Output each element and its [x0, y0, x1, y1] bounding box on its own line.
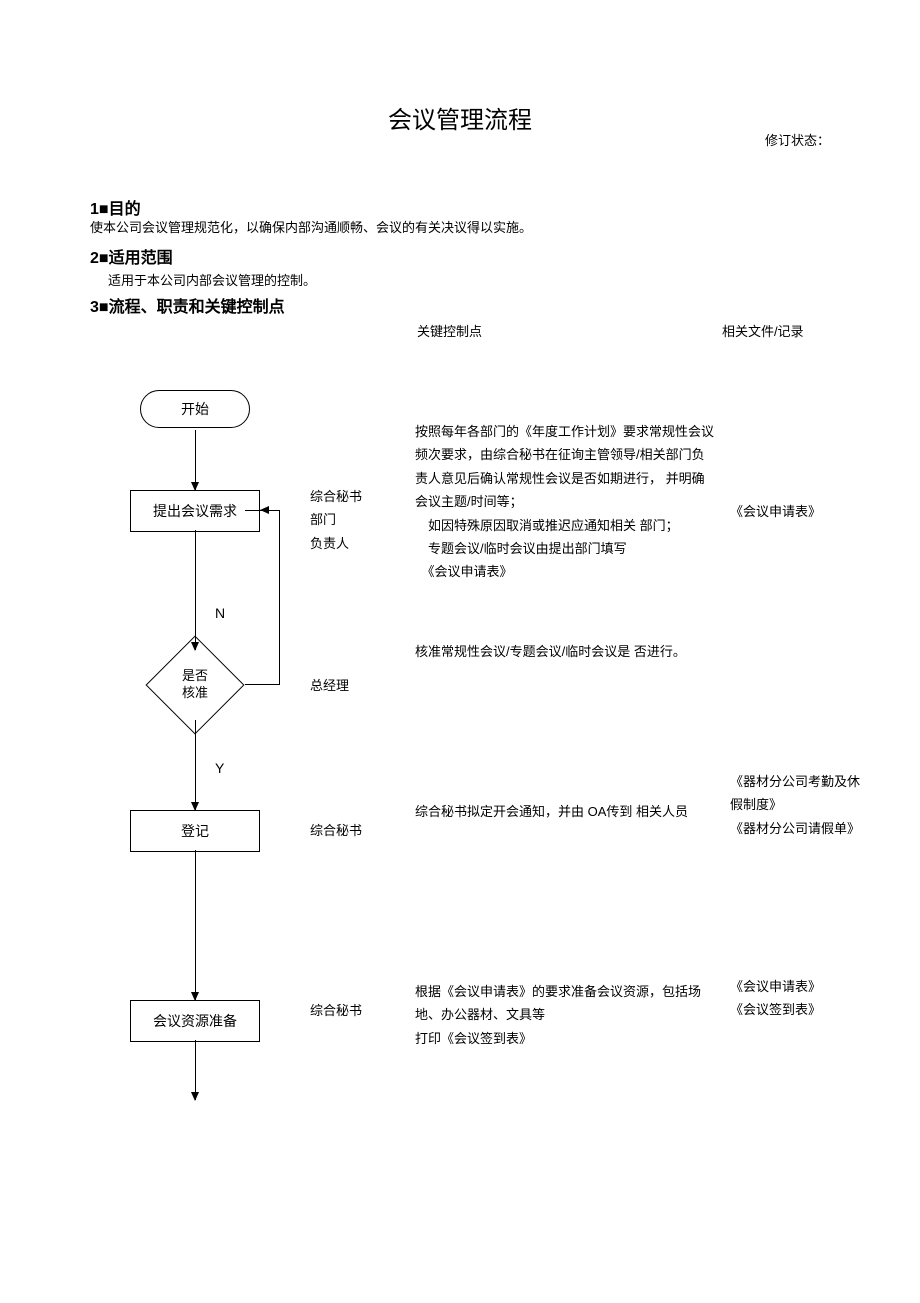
page-title: 会议管理流程 [90, 100, 830, 135]
key-1: 按照每年各部门的《年度工作计划》要求常规性会议频次要求，由综合秘书在征询主管领导… [415, 420, 715, 584]
label-n: N [215, 605, 225, 621]
arrow [195, 850, 196, 1000]
node-approve: 是否 核准 [145, 650, 245, 720]
section-1-num: 1■ [90, 201, 109, 218]
label-y: Y [215, 760, 224, 776]
section-2-num: 2■ [90, 250, 109, 267]
arrow [195, 530, 196, 650]
doc-3: 《器材分公司考勤及休假制度》 《器材分公司请假单》 [730, 770, 870, 840]
section-3-heading: 流程、职责和关键控制点 [109, 299, 285, 316]
approve-line1: 是否 [182, 668, 208, 683]
flowchart: 开始 提出会议需求 N 是否 核准 Y 登记 会议资源准备 综合秘书 [90, 390, 830, 1150]
section-3-num: 3■ [90, 299, 109, 316]
key-2: 核准常规性会议/专题会议/临时会议是 否进行。 [415, 640, 715, 663]
feedback-arrow [260, 506, 269, 514]
section-1-text: 使本公司会议管理规范化，以确保内部沟通顺畅、会议的有关决议得以实施。 [90, 217, 830, 236]
approve-line2: 核准 [182, 685, 208, 700]
node-prepare: 会议资源准备 [130, 1000, 260, 1042]
resp-4: 综合秘书 [310, 1000, 400, 1019]
col-doc-header: 相关文件/记录 [696, 321, 830, 340]
section-2-text: 适用于本公司内部会议管理的控制。 [108, 270, 830, 289]
node-start: 开始 [140, 390, 250, 428]
node-register: 登记 [130, 810, 260, 852]
resp-2: 总经理 [310, 675, 400, 694]
col-flow-header [90, 321, 311, 340]
arrow [195, 720, 196, 810]
arrow [195, 430, 196, 490]
node-request: 提出会议需求 [130, 490, 260, 532]
resp-1: 综合秘书 部门 负责人 [310, 485, 400, 555]
resp-3: 综合秘书 [310, 820, 400, 839]
doc-4: 《会议申请表》 《会议签到表》 [730, 975, 870, 1022]
arrow [195, 1040, 196, 1100]
revision-status: 修订状态： [765, 130, 830, 149]
key-3: 综合秘书拟定开会通知，并由 OA传到 相关人员 [415, 800, 715, 823]
section-1-heading: 目的 [109, 201, 141, 218]
col-key-header: 关键控制点 [407, 321, 696, 340]
feedback-line [245, 510, 280, 685]
doc-1: 《会议申请表》 [730, 500, 870, 523]
key-4: 根据《会议申请表》的要求准备会议资源，包括场地、办公器材、文具等 打印《会议签到… [415, 980, 715, 1050]
col-resp-header [311, 321, 407, 340]
section-2-heading: 适用范围 [109, 250, 173, 267]
